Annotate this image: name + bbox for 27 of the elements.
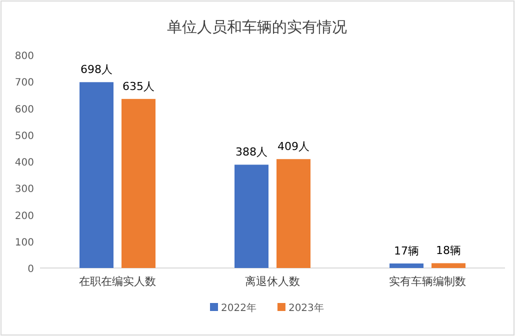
y-tick-label: 200 [14,210,34,222]
data-label: 409人 [278,140,310,154]
y-tick-label: 300 [14,184,34,196]
y-tick-label: 100 [14,237,34,248]
legend-label: 2023年 [288,302,324,314]
bar [390,263,424,268]
data-label: 17辆 [394,244,419,258]
x-tick-label: 在职在编实人数 [79,275,156,288]
legend-label: 2022年 [221,302,256,314]
y-tick-label: 400 [14,158,34,168]
bar [122,98,156,268]
y-tick-label: 0 [28,264,34,275]
y-tick-label: 800 [14,51,34,62]
bar [276,159,310,268]
data-label: 635人 [122,80,154,93]
data-label: 388人 [236,146,268,159]
data-label: 698人 [80,63,112,76]
chart-title: 单位人员和车辆的实有情况 [167,18,347,36]
y-tick-label: 500 [14,130,34,142]
y-tick-label: 600 [14,104,34,116]
bar [234,164,268,268]
data-label: 18辆 [436,244,461,258]
x-tick-label: 离退休人数 [245,275,300,288]
bar [80,82,114,268]
y-tick-label: 700 [14,78,34,89]
bar [432,263,466,268]
x-tick-label: 实有车辆编制数 [389,275,466,288]
